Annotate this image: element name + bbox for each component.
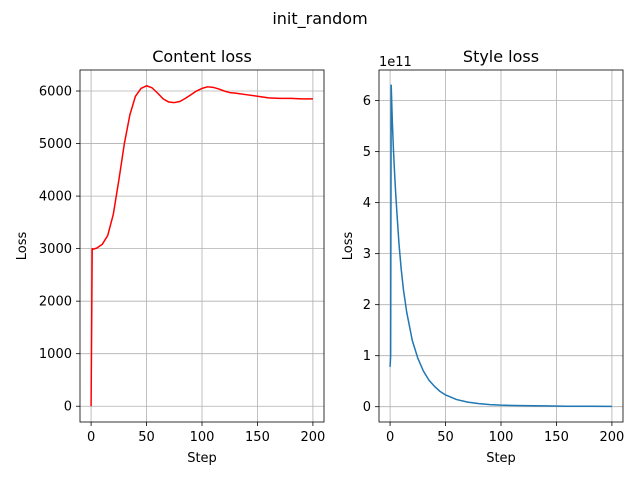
content-x-tick-label: 100 xyxy=(190,430,215,445)
style-y-tick-label: 3 xyxy=(363,247,371,262)
content-x-tick-label: 0 xyxy=(87,430,95,445)
content-x-tick-label: 150 xyxy=(245,430,270,445)
content-y-tick-label: 5000 xyxy=(39,137,72,152)
style-x-tick-label: 50 xyxy=(437,430,454,445)
style-y-tick-label: 1 xyxy=(363,349,371,364)
style-x-tick-label: 0 xyxy=(386,430,394,445)
content-y-tick-label: 1000 xyxy=(39,347,72,362)
style-y-axis-label: Loss xyxy=(341,232,356,261)
style-y-offset-text: 1e11 xyxy=(379,55,412,70)
content-y-tick-label: 6000 xyxy=(39,85,72,100)
style-y-tick-label: 5 xyxy=(363,145,371,160)
content-loss-line xyxy=(90,85,313,407)
content-x-axis-label: Step xyxy=(187,451,217,466)
style-loss-line xyxy=(389,84,612,408)
style-y-tick-label: 2 xyxy=(363,298,371,313)
style-y-tick-label: 4 xyxy=(363,196,371,211)
content-panel-title: Content loss xyxy=(152,47,252,66)
style-y-tick-label: 6 xyxy=(363,94,371,109)
content-x-tick-label: 200 xyxy=(300,430,325,445)
style-x-tick-label: 150 xyxy=(544,430,569,445)
content-y-axis-label: Loss xyxy=(15,232,30,261)
content-y-tick-label: 2000 xyxy=(39,295,72,310)
content-y-tick-label: 4000 xyxy=(39,190,72,205)
content-x-tick-label: 50 xyxy=(138,430,155,445)
content-y-tick-label: 0 xyxy=(64,400,72,415)
style-panel-title: Style loss xyxy=(463,47,539,66)
figure-suptitle: init_random xyxy=(272,9,367,29)
style-x-axis-label: Step xyxy=(486,451,516,466)
style-x-tick-label: 100 xyxy=(489,430,514,445)
content-loss-panel: 0 50 100 150 2000100020003000400050006000Con… xyxy=(15,47,325,466)
style-loss-panel: 0 50 100 150 200 0 1 2 3 4 5 6 Style loss Step Loss 1e1… xyxy=(341,47,624,466)
style-y-tick-label: 0 xyxy=(363,400,371,415)
content-y-tick-label: 3000 xyxy=(39,242,72,257)
style-x-tick-label: 200 xyxy=(599,430,624,445)
